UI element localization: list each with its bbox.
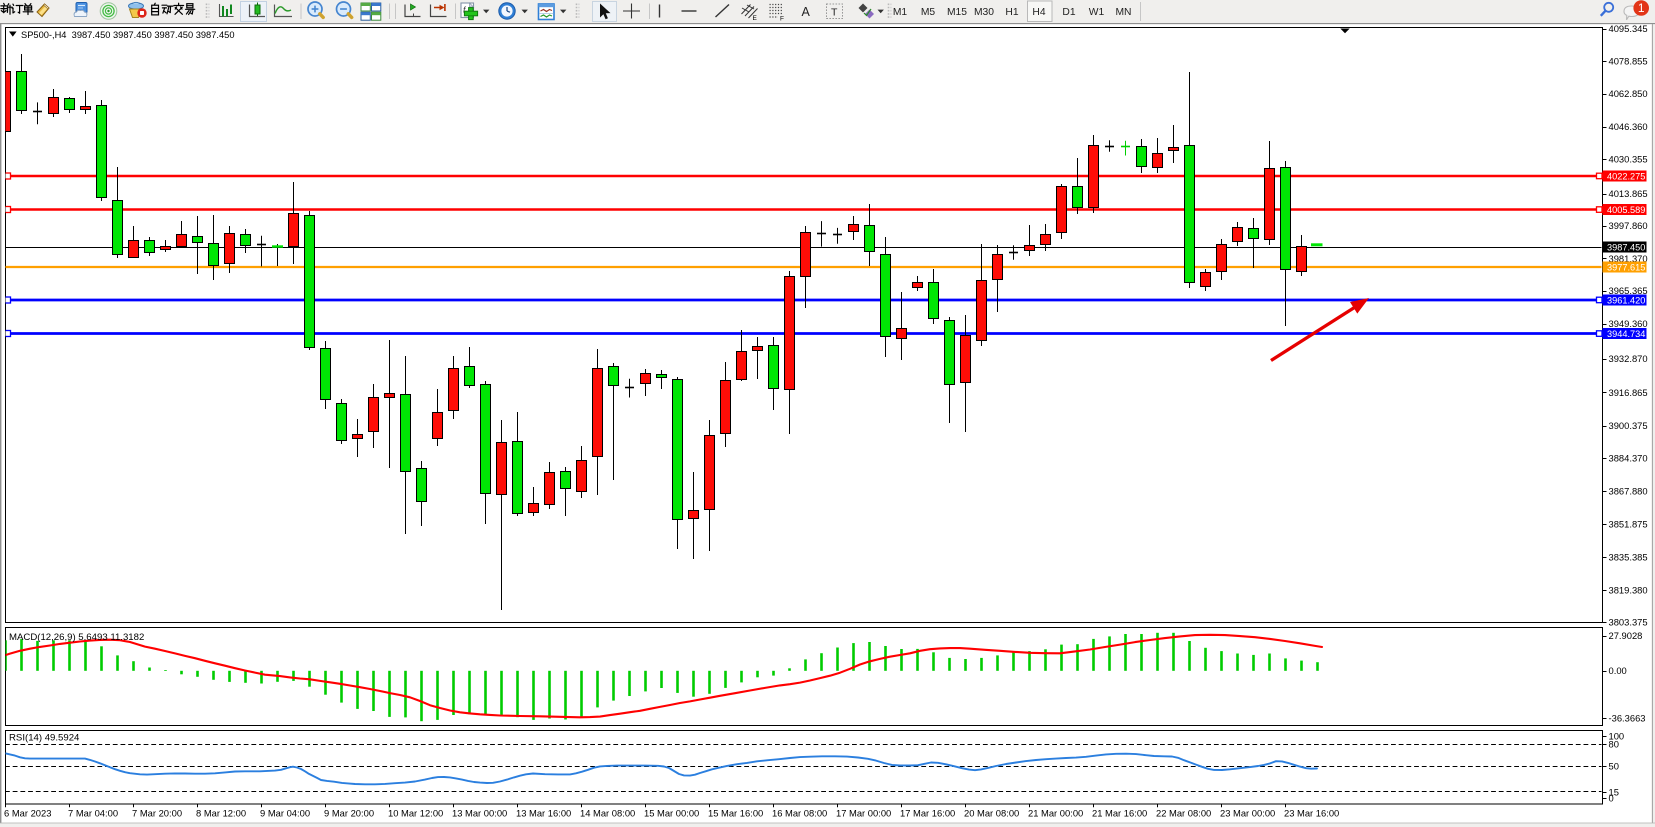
svg-text:3835.385: 3835.385 bbox=[1609, 551, 1648, 562]
svg-text:3987.450: 3987.450 bbox=[1607, 242, 1645, 252]
svg-text:F: F bbox=[780, 16, 784, 23]
svg-text:3949.360: 3949.360 bbox=[1609, 318, 1648, 329]
svg-text:3961.420: 3961.420 bbox=[1607, 295, 1645, 305]
svg-text:9 Mar 20:00: 9 Mar 20:00 bbox=[324, 808, 374, 819]
svg-text:7 Mar 20:00: 7 Mar 20:00 bbox=[132, 808, 182, 819]
svg-text:3916.865: 3916.865 bbox=[1609, 387, 1648, 398]
svg-text:A: A bbox=[802, 5, 811, 19]
svg-text:SP500-,H4 3987.450 3987.450 3: SP500-,H4 3987.450 3987.450 3987.450 398… bbox=[21, 30, 235, 40]
svg-text:3965.365: 3965.365 bbox=[1609, 285, 1648, 296]
svg-text:80: 80 bbox=[1609, 738, 1619, 749]
svg-text:M30: M30 bbox=[974, 7, 994, 18]
svg-text:H1: H1 bbox=[1005, 7, 1018, 18]
svg-text:0.00: 0.00 bbox=[1609, 665, 1627, 676]
svg-text:1: 1 bbox=[1638, 1, 1645, 15]
svg-text:9 Mar 04:00: 9 Mar 04:00 bbox=[260, 808, 310, 819]
svg-text:T: T bbox=[831, 7, 838, 19]
svg-text:14 Mar 08:00: 14 Mar 08:00 bbox=[580, 808, 635, 819]
svg-text:M15: M15 bbox=[947, 7, 967, 18]
svg-text:21 Mar 16:00: 21 Mar 16:00 bbox=[1092, 808, 1147, 819]
svg-text:3981.370: 3981.370 bbox=[1609, 253, 1648, 264]
svg-text:21 Mar 00:00: 21 Mar 00:00 bbox=[1028, 808, 1083, 819]
svg-text:16 Mar 08:00: 16 Mar 08:00 bbox=[772, 808, 827, 819]
svg-text:D1: D1 bbox=[1062, 7, 1075, 18]
svg-text:13 Mar 16:00: 13 Mar 16:00 bbox=[516, 808, 571, 819]
svg-text:22 Mar 08:00: 22 Mar 08:00 bbox=[1156, 808, 1211, 819]
svg-text:17 Mar 00:00: 17 Mar 00:00 bbox=[836, 808, 891, 819]
svg-text:3900.375: 3900.375 bbox=[1609, 420, 1648, 431]
svg-text:3867.880: 3867.880 bbox=[1609, 486, 1648, 497]
svg-text:100: 100 bbox=[1609, 731, 1625, 742]
svg-text:3803.375: 3803.375 bbox=[1609, 616, 1648, 627]
svg-text:4030.355: 4030.355 bbox=[1609, 153, 1648, 164]
svg-text:3944.734: 3944.734 bbox=[1607, 329, 1645, 339]
svg-text:M5: M5 bbox=[921, 7, 936, 18]
svg-text:15: 15 bbox=[1609, 786, 1619, 797]
svg-text:MACD(12,26,9) 5.6493 11.3182: MACD(12,26,9) 5.6493 11.3182 bbox=[9, 632, 144, 643]
svg-text:M1: M1 bbox=[893, 7, 908, 18]
svg-text:3884.370: 3884.370 bbox=[1609, 453, 1648, 464]
svg-text:7 Mar 04:00: 7 Mar 04:00 bbox=[68, 808, 118, 819]
svg-text:20 Mar 08:00: 20 Mar 08:00 bbox=[964, 808, 1019, 819]
svg-text:3851.875: 3851.875 bbox=[1609, 518, 1648, 529]
svg-text:15 Mar 00:00: 15 Mar 00:00 bbox=[644, 808, 699, 819]
svg-text:3819.380: 3819.380 bbox=[1609, 584, 1648, 595]
svg-text:3932.870: 3932.870 bbox=[1609, 353, 1648, 364]
svg-text:4013.865: 4013.865 bbox=[1609, 188, 1648, 199]
svg-text:17 Mar 16:00: 17 Mar 16:00 bbox=[900, 808, 955, 819]
svg-text:W1: W1 bbox=[1089, 7, 1105, 18]
svg-text:f: f bbox=[463, 5, 467, 15]
svg-text:6 Mar 2023: 6 Mar 2023 bbox=[4, 808, 51, 819]
svg-text:27.9028: 27.9028 bbox=[1609, 630, 1643, 641]
svg-text:4046.360: 4046.360 bbox=[1609, 121, 1648, 132]
svg-text:23 Mar 00:00: 23 Mar 00:00 bbox=[1220, 808, 1275, 819]
svg-text:50: 50 bbox=[1609, 760, 1619, 771]
svg-text:MN: MN bbox=[1115, 7, 1131, 18]
svg-text:3997.860: 3997.860 bbox=[1609, 220, 1648, 231]
svg-text:13 Mar 00:00: 13 Mar 00:00 bbox=[452, 808, 507, 819]
svg-text:4078.855: 4078.855 bbox=[1609, 56, 1648, 67]
svg-text:H4: H4 bbox=[1032, 7, 1045, 18]
svg-text:RSI(14) 49.5924: RSI(14) 49.5924 bbox=[9, 733, 80, 744]
svg-text:15 Mar 16:00: 15 Mar 16:00 bbox=[708, 808, 763, 819]
svg-text:10 Mar 12:00: 10 Mar 12:00 bbox=[388, 808, 443, 819]
svg-text:-36.3663: -36.3663 bbox=[1609, 713, 1646, 724]
svg-text:23 Mar 16:00: 23 Mar 16:00 bbox=[1284, 808, 1339, 819]
svg-text:4095.345: 4095.345 bbox=[1609, 23, 1648, 34]
svg-text:8 Mar 12:00: 8 Mar 12:00 bbox=[196, 808, 246, 819]
svg-text:4062.850: 4062.850 bbox=[1609, 88, 1648, 99]
svg-text:E: E bbox=[753, 15, 758, 22]
svg-text:4022.275: 4022.275 bbox=[1607, 171, 1645, 181]
svg-text:3977.615: 3977.615 bbox=[1607, 262, 1645, 272]
svg-text:0: 0 bbox=[1609, 792, 1614, 803]
svg-text:4005.589: 4005.589 bbox=[1607, 205, 1645, 215]
